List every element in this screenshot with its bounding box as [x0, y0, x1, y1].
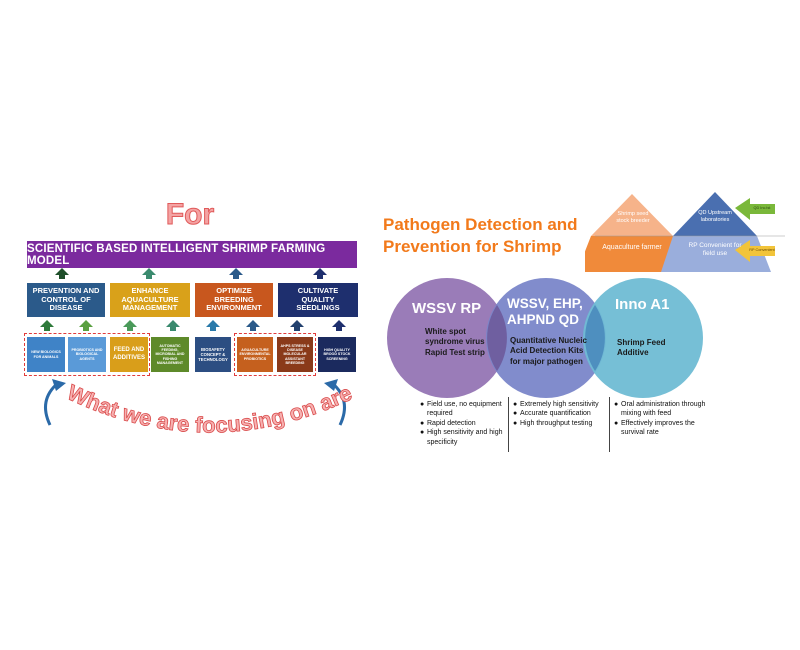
up-arrow-icon: [290, 320, 304, 331]
arrow-green-label: QD Inc.tst: [753, 206, 771, 210]
sub-biosafety: BIOSAFETY CONCEPT & TECHNOLOGY: [195, 337, 231, 372]
up-arrow-icon: [79, 320, 93, 331]
category-enhance: ENHANCE AQUACULTURE MANAGEMENT: [110, 283, 190, 317]
list-item: ● High throughput testing: [513, 419, 593, 427]
sub-brood-stock: HIGH QUALITY BROOD STOCK SCREENING: [318, 337, 356, 372]
sub-molecular-breeding: AHPS STRESS & DISEASE MOLECULAR ASSISTAN…: [277, 337, 313, 372]
sub-feed-additives: FEED AND ADDITIVES: [110, 337, 148, 372]
up-arrow-icon: [313, 268, 327, 279]
list-item: ● Effectively improves the survival rate: [614, 419, 695, 437]
up-arrow-icon: [123, 320, 137, 331]
divider: [508, 397, 509, 452]
category-optimize: OPTIMIZE BREEDING ENVIRONMENT: [195, 283, 273, 317]
focus-curve-graphic: What we are focusing on are :: [20, 375, 362, 438]
circle2-title: WSSV, EHP, AHPND QD: [507, 296, 583, 328]
triangle-left-bottom-label: Aquaculture farmer: [602, 244, 662, 251]
pathogen-title-line1: Pathogen Detection and: [383, 215, 578, 234]
up-arrow-icon: [206, 320, 220, 331]
circle2-body: Quantitative Nucleic Acid Detection Kits…: [510, 336, 587, 366]
circle1-body: White spot syndrome virus Rapid Test str…: [425, 327, 485, 357]
divider: [609, 397, 610, 452]
for-title: For: [165, 198, 215, 232]
venn-circles: [387, 278, 703, 398]
list-item: ● Accurate quantification: [513, 410, 591, 418]
category-cultivate: CULTIVATE QUALITY SEEDLINGS: [278, 283, 358, 317]
up-arrow-icon: [246, 320, 260, 331]
sub-new-biologics: NEW BIOLOGICS FOR ANIMALS: [27, 337, 65, 372]
triangle-right-bottom-label: RP Convenient for field use: [688, 242, 742, 257]
circle3-title: Inno A1: [615, 296, 670, 313]
circle1-title: WSSV RP: [412, 300, 482, 317]
list-item: ● High sensitivity and high specificity: [420, 429, 503, 446]
up-arrow-icon: [229, 268, 243, 279]
pathogen-title: Pathogen Detection and Prevention for Sh…: [383, 214, 583, 258]
up-arrow-icon: [332, 320, 346, 331]
triangle-graphic: [585, 192, 785, 272]
triangle-right-top-label: QD Upstream laboratories: [698, 210, 732, 223]
bullet-list-wssv: ● Field use, no equipment required ● Rapid…: [420, 400, 505, 447]
list-item: ● Extremely high sensitivity: [513, 401, 599, 408]
focus-box-right: [234, 333, 316, 376]
bullet-list-inno: ● Oral administration through mixing with…: [614, 400, 706, 438]
sub-environmental-probiotics: AGUACULTURE ENVIRONMENTAL PROBIOTICS: [237, 337, 273, 372]
focus-box-left: [24, 333, 150, 376]
pathogen-title-line2: Prevention for Shrimp: [383, 237, 562, 257]
circle3-body: Shrimp Feed Additive: [617, 338, 666, 358]
bullet-list-qd: ● Extremely high sensitivity ● Accurate qu…: [513, 400, 608, 428]
sub-automatic-feeding: AUTOMATIC FEEDING, MICROBIAL AND FISHING…: [151, 337, 189, 372]
list-item: ● Field use, no equipment required: [420, 401, 502, 418]
triangle-left-top-label: Shrimp seed stock breeder: [616, 211, 650, 224]
focus-text: What we are focusing on are :: [20, 375, 361, 438]
up-arrow-icon: [55, 268, 69, 279]
list-item: ● Rapid detection: [420, 419, 476, 427]
list-item: ● Oral administration through mixing with…: [614, 401, 706, 418]
up-arrow-icon: [40, 320, 54, 331]
category-prevention: PREVENTION AND CONTROL OF DISEASE: [27, 283, 105, 317]
sub-probiotics: PROBIOTICS AND BIOLOGICAL AGENTS: [68, 337, 106, 372]
arrow-yellow-label: RP Convenient: [749, 248, 775, 252]
up-arrow-icon: [142, 268, 156, 279]
model-title-bar: SCIENTIFIC BASED INTELLIGENT SHRIMP FARM…: [27, 241, 357, 268]
up-arrow-icon: [166, 320, 180, 331]
